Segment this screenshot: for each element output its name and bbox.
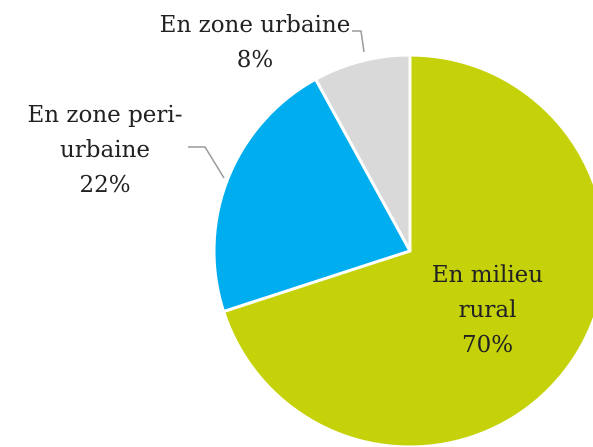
value-label: 8% bbox=[236, 47, 274, 73]
category-label: En zone peri-urbaine bbox=[27, 102, 183, 163]
slice-label: En zone peri-urbaine 22% bbox=[0, 98, 210, 203]
slice-label: En zone urbaine 8% bbox=[140, 8, 370, 78]
pie-slice bbox=[221, 53, 593, 447]
leader-line bbox=[352, 30, 365, 53]
category-label: En milieu rural bbox=[431, 262, 544, 323]
category-label: En zone urbaine bbox=[159, 12, 351, 38]
pie-slice bbox=[313, 53, 412, 252]
pie-slice bbox=[212, 77, 413, 314]
value-label: 70% bbox=[461, 332, 514, 358]
leader-line bbox=[188, 146, 225, 179]
value-label: 22% bbox=[79, 172, 131, 198]
slice-label: En milieu rural 70% bbox=[430, 258, 545, 363]
